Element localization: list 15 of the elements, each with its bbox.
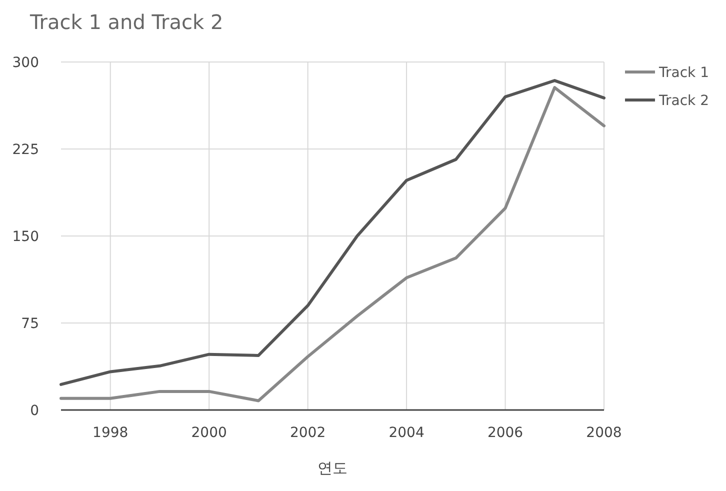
x-tick-label: 2008 (586, 425, 622, 441)
chart-title: Track 1 and Track 2 (29, 10, 224, 34)
y-tick-label: 225 (12, 142, 39, 158)
y-tick-label: 300 (12, 55, 39, 71)
x-axis-title: 연도 (318, 459, 348, 477)
x-tick-label: 2000 (191, 425, 227, 441)
y-tick-label: 0 (30, 403, 39, 419)
x-tick-label: 2002 (290, 425, 326, 441)
legend-label: Track 1 (658, 65, 709, 81)
y-tick-label: 150 (12, 229, 39, 245)
y-tick-label: 75 (21, 316, 39, 332)
x-tick-label: 2004 (388, 425, 424, 441)
x-tick-label: 1998 (92, 425, 128, 441)
x-tick-label: 2006 (487, 425, 524, 441)
legend-label: Track 2 (658, 93, 709, 109)
